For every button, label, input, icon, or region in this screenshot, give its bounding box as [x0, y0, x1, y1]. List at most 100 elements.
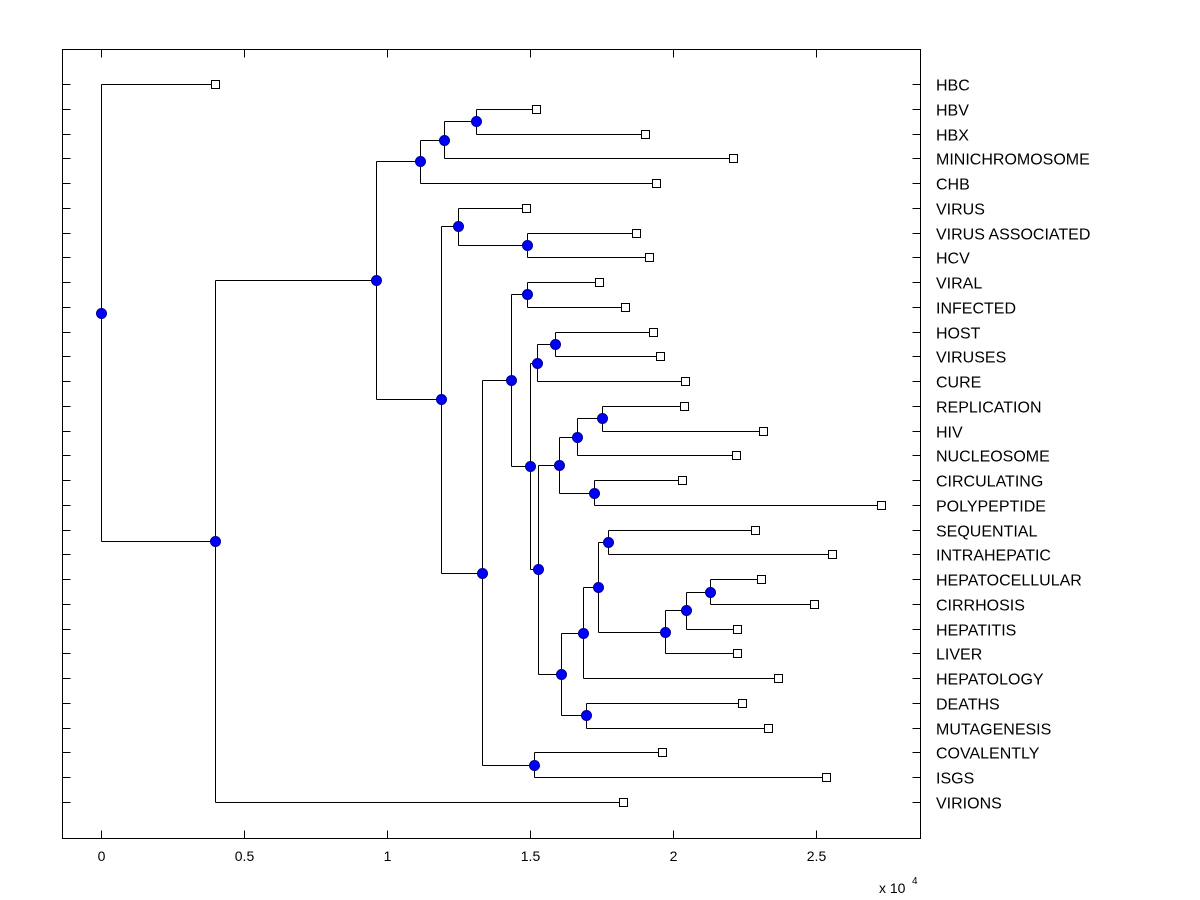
leaf-label-covalently: COVALENTLY — [936, 746, 1040, 763]
leaf-label-virus-associated: VIRUS ASSOCIATED — [936, 227, 1090, 244]
node-marker-n27 — [371, 275, 382, 286]
leaf-label-intrahepatic: INTRAHEPATIC — [936, 548, 1051, 565]
leaf-marker-viruses — [656, 352, 665, 361]
leaf-label-hbc: HBC — [936, 78, 970, 95]
node-markers — [96, 116, 716, 771]
leaf-marker-virions — [619, 798, 628, 807]
leaf-marker-hiv — [759, 427, 768, 436]
leaf-marker-mutagenesis — [764, 724, 773, 733]
x-tick-label: 1.5 — [521, 848, 541, 864]
leaf-label-deaths: DEATHS — [936, 697, 1000, 714]
x-axis-ticks — [101, 49, 817, 839]
node-marker-n11 — [589, 488, 600, 499]
leaf-marker-minichromosome — [729, 154, 738, 163]
node-marker-n18 — [578, 628, 589, 639]
node-marker-n1 — [471, 116, 482, 127]
node-marker-n23 — [506, 375, 517, 386]
leaf-label-isgs: ISGS — [936, 771, 974, 788]
leaf-marker-hbc — [211, 80, 220, 89]
leaf-label-hepatology: HEPATOLOGY — [936, 672, 1044, 689]
node-marker-n28 — [210, 536, 221, 547]
leaf-marker-sequential — [751, 526, 760, 535]
node-marker-n21 — [533, 564, 544, 575]
node-marker-n29 — [96, 308, 107, 319]
dendrogram-links — [101, 84, 882, 803]
leaf-marker-cirrhosis — [810, 600, 819, 609]
leaf-label-replication: REPLICATION — [936, 400, 1042, 417]
x-tick-label: 2.5 — [807, 848, 827, 864]
leaf-label-mutagenesis: MUTAGENESIS — [936, 722, 1051, 739]
leaf-label-chb: CHB — [936, 177, 970, 194]
node-marker-n16 — [660, 627, 671, 638]
node-marker-n10 — [572, 432, 583, 443]
node-marker-n25 — [477, 568, 488, 579]
node-marker-n19 — [581, 710, 592, 721]
leaf-labels: HBC HBV HBX MINICHROMOSOME CHB VIRUS VIRUS ASS… — [936, 78, 1090, 813]
x-tick-label: 0.5 — [235, 848, 255, 864]
leaf-label-nucleosome: NUCLEOSOME — [936, 449, 1050, 466]
leaf-markers — [211, 80, 886, 807]
node-marker-n2 — [439, 135, 450, 146]
leaf-label-polypeptide: POLYPEPTIDE — [936, 499, 1046, 516]
x-axis-multiplier-exponent: 4 — [912, 876, 918, 887]
leaf-marker-cure — [681, 377, 690, 386]
node-marker-n8 — [532, 358, 543, 369]
leaf-label-hiv: HIV — [936, 425, 963, 442]
leaf-label-virions: VIRIONS — [936, 796, 1002, 813]
leaf-label-sequential: SEQUENTIAL — [936, 524, 1037, 541]
leaf-marker-deaths — [738, 699, 747, 708]
node-marker-n26 — [436, 394, 447, 405]
leaf-marker-hbv — [532, 105, 541, 114]
leaf-marker-covalently — [658, 748, 667, 757]
node-marker-n6 — [522, 289, 533, 300]
leaf-label-host: HOST — [936, 326, 981, 343]
leaf-label-minichromosome: MINICHROMOSOME — [936, 152, 1090, 169]
leaf-label-hcv: HCV — [936, 251, 970, 268]
node-marker-n24 — [529, 760, 540, 771]
leaf-marker-hcv — [645, 253, 654, 262]
leaf-marker-liver — [733, 649, 742, 658]
leaf-marker-hepatocellular — [757, 575, 766, 584]
x-axis-tick-labels: 0 0.5 1 1.5 2 2.5 — [98, 848, 827, 864]
leaf-marker-intrahepatic — [828, 550, 837, 559]
node-marker-n22 — [525, 461, 536, 472]
node-marker-n9 — [597, 413, 608, 424]
node-marker-n17 — [593, 582, 604, 593]
x-tick-label: 1 — [384, 848, 392, 864]
leaf-label-cure: CURE — [936, 375, 981, 392]
leaf-marker-virus — [522, 204, 531, 213]
x-tick-label: 2 — [670, 848, 678, 864]
leaf-marker-chb — [652, 179, 661, 188]
node-marker-n3 — [415, 156, 426, 167]
leaf-marker-hepatitis — [733, 625, 742, 634]
node-marker-n14 — [705, 587, 716, 598]
leaf-label-hbx: HBX — [936, 128, 969, 145]
leaf-label-cirrhosis: CIRRHOSIS — [936, 598, 1025, 615]
x-axis-multiplier: x 10 — [879, 880, 906, 896]
leaf-label-hepatitis: HEPATITIS — [936, 623, 1016, 640]
node-marker-n15 — [681, 605, 692, 616]
leaf-label-viral: VIRAL — [936, 276, 982, 293]
leaf-label-hepatocellular: HEPATOCELLULAR — [936, 573, 1082, 590]
node-marker-n7 — [550, 339, 561, 350]
node-marker-n12 — [554, 460, 565, 471]
node-marker-n4 — [522, 240, 533, 251]
plot-frame — [62, 49, 921, 839]
leaf-label-virus: VIRUS — [936, 202, 985, 219]
leaf-marker-hepatology — [774, 674, 783, 683]
leaf-marker-circulating — [678, 476, 687, 485]
node-marker-n20 — [556, 669, 567, 680]
leaf-label-viruses: VIRUSES — [936, 350, 1006, 367]
leaf-marker-host — [649, 328, 658, 337]
leaf-marker-virus-associated — [632, 229, 641, 238]
leaf-marker-infected — [621, 303, 630, 312]
leaf-label-circulating: CIRCULATING — [936, 474, 1043, 491]
leaf-label-infected: INFECTED — [936, 301, 1016, 318]
leaf-label-hbv: HBV — [936, 103, 969, 120]
x-tick-label: 0 — [98, 848, 106, 864]
leaf-marker-viral — [595, 278, 604, 287]
leaf-label-liver: LIVER — [936, 647, 982, 664]
y-axis-ticks — [62, 84, 921, 803]
node-marker-n5 — [453, 221, 464, 232]
